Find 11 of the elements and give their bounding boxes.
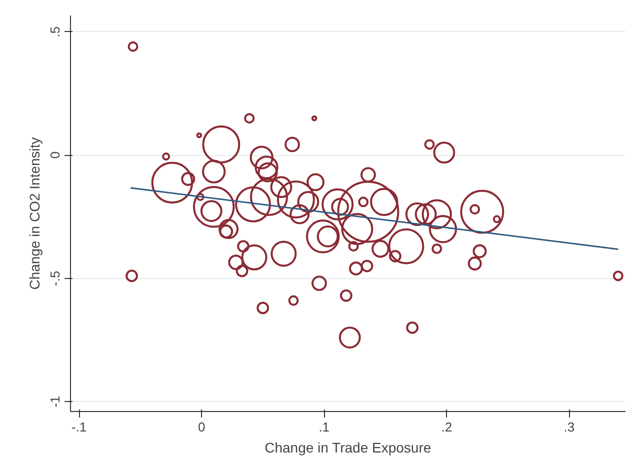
x-tick-label: -.1 xyxy=(71,420,87,434)
x-tick-label: .2 xyxy=(441,420,452,434)
x-tick-label: .1 xyxy=(318,420,330,434)
y-tick-label: .5 xyxy=(48,26,62,38)
y-tick-label: -.5 xyxy=(48,270,62,286)
x-tick-label: 0 xyxy=(198,420,206,434)
y-axis-title: Change in CO2 Intensity xyxy=(26,137,42,290)
y-tick-label: 0 xyxy=(48,151,62,159)
y-tick-label: -1 xyxy=(48,396,62,408)
x-axis-title: Change in Trade Exposure xyxy=(264,440,432,456)
x-tick-label: .3 xyxy=(564,420,575,434)
